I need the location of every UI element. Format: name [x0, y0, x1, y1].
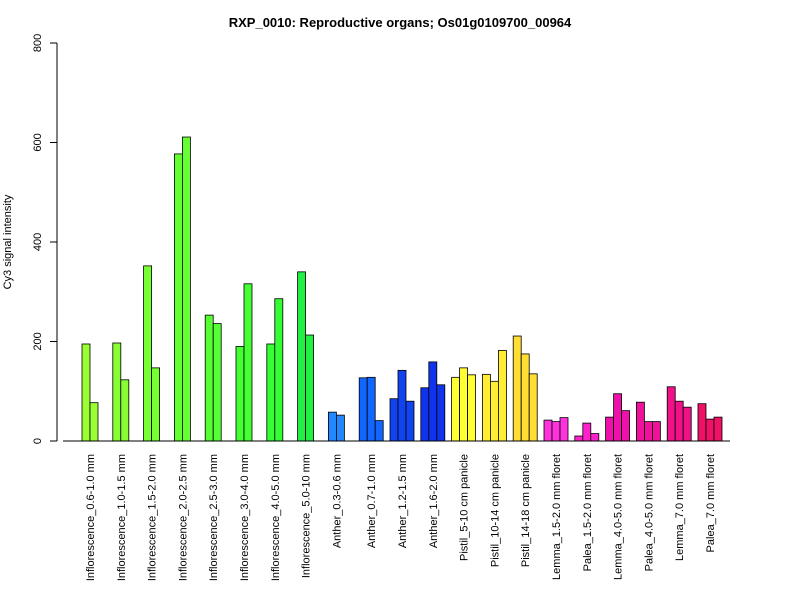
bar [467, 374, 477, 442]
bar [582, 422, 592, 442]
y-tick-label: 0 [32, 438, 44, 444]
bar [81, 343, 91, 442]
bar [512, 335, 522, 442]
x-tick-label: Inflorescence_4.0-5.0 mm [270, 454, 282, 581]
bar [644, 421, 653, 442]
bar [212, 323, 222, 442]
bar [374, 420, 384, 442]
bar [481, 373, 491, 442]
x-tick-label: Anther_1.2-1.5 mm [397, 454, 409, 548]
bar [551, 421, 561, 442]
x-tick-label: Palea_7.0 mm floret [705, 454, 717, 552]
x-tick-label: Lemma_1.5-2.0 mm floret [551, 454, 563, 580]
chart-title: RXP_0010: Reproductive organs; Os01g0109… [229, 15, 572, 30]
bar [459, 367, 469, 442]
y-tick-label: 600 [32, 133, 44, 151]
x-tick-label: Inflorescence_2.0-2.5 mm [177, 454, 189, 581]
bar [181, 136, 191, 442]
x-tick-label: Inflorescence_1.0-1.5 mm [116, 454, 128, 581]
bar [266, 343, 276, 442]
bar [204, 314, 214, 442]
x-tick-label: Inflorescence_1.5-2.0 mm [147, 454, 159, 581]
bar [636, 401, 645, 442]
x-tick-labels: Inflorescence_0.6-1.0 mm Inflorescence_1.… [85, 454, 717, 581]
bar [405, 400, 415, 442]
bar [436, 384, 446, 442]
x-tick-label: Anther_0.3-0.6 mm [331, 454, 343, 548]
bar [652, 421, 661, 442]
bar [173, 153, 183, 442]
x-tick-label: Inflorescence_2.5-3.0 mm [208, 454, 220, 581]
x-tick-label: Palea_1.5-2.0 mm floret [582, 454, 594, 571]
bar [528, 373, 538, 442]
bar [305, 334, 315, 442]
y-tick-label: 200 [32, 332, 44, 350]
bar [243, 283, 253, 442]
bar [112, 342, 122, 442]
x-tick-label: Pistil_5-10 cm panicle [459, 454, 471, 561]
bar [705, 418, 715, 442]
bar [397, 369, 407, 442]
y-axis-label: Cy3 signal intensity [2, 194, 14, 289]
bar [335, 414, 345, 442]
bar [621, 410, 630, 442]
bar [89, 402, 99, 442]
x-tick-label: Palea_4.0-5.0 mm floret [643, 454, 655, 571]
bar [428, 361, 438, 442]
bar [590, 433, 600, 442]
bar [520, 353, 530, 442]
y-axis: 0 200 400 600 800 [32, 34, 58, 444]
bar [366, 376, 376, 442]
bar [613, 393, 622, 442]
bar [327, 411, 337, 442]
bar [682, 406, 692, 442]
bar [358, 377, 368, 442]
bar [420, 387, 430, 442]
bar [120, 379, 130, 442]
bar [451, 376, 461, 442]
x-tick-label: Anther_0.7-1.0 mm [366, 454, 378, 548]
bar [235, 346, 245, 442]
bar [574, 435, 584, 442]
bar [666, 386, 676, 442]
x-tick-label: Pistil_10-14 cm panicle [489, 454, 501, 567]
bar [497, 350, 507, 442]
bar [143, 265, 153, 442]
bar [489, 380, 499, 442]
bar [297, 271, 307, 442]
y-tick-label: 400 [32, 233, 44, 251]
bar [713, 416, 723, 442]
bar [674, 400, 684, 442]
bar [559, 417, 569, 442]
bars-layer [81, 136, 723, 442]
x-tick-label: Lemma_4.0-5.0 mm floret [613, 454, 625, 580]
bar [605, 416, 614, 442]
bar [697, 403, 707, 442]
x-tick-label: Pistil_14-18 cm panicle [520, 454, 532, 567]
x-tick-label: Lemma_7.0 mm floret [674, 454, 686, 561]
bar [389, 398, 399, 442]
x-tick-label: Anther_1.6-2.0 mm [428, 454, 440, 548]
y-tick-label: 800 [32, 34, 44, 52]
bar [543, 419, 553, 442]
bar [274, 298, 284, 442]
bar [151, 367, 161, 442]
x-tick-label: Inflorescence_5.0-10 mm [301, 454, 313, 578]
x-tick-label: Inflorescence_0.6-1.0 mm [85, 454, 97, 581]
x-tick-label: Inflorescence_3.0-4.0 mm [239, 454, 251, 581]
